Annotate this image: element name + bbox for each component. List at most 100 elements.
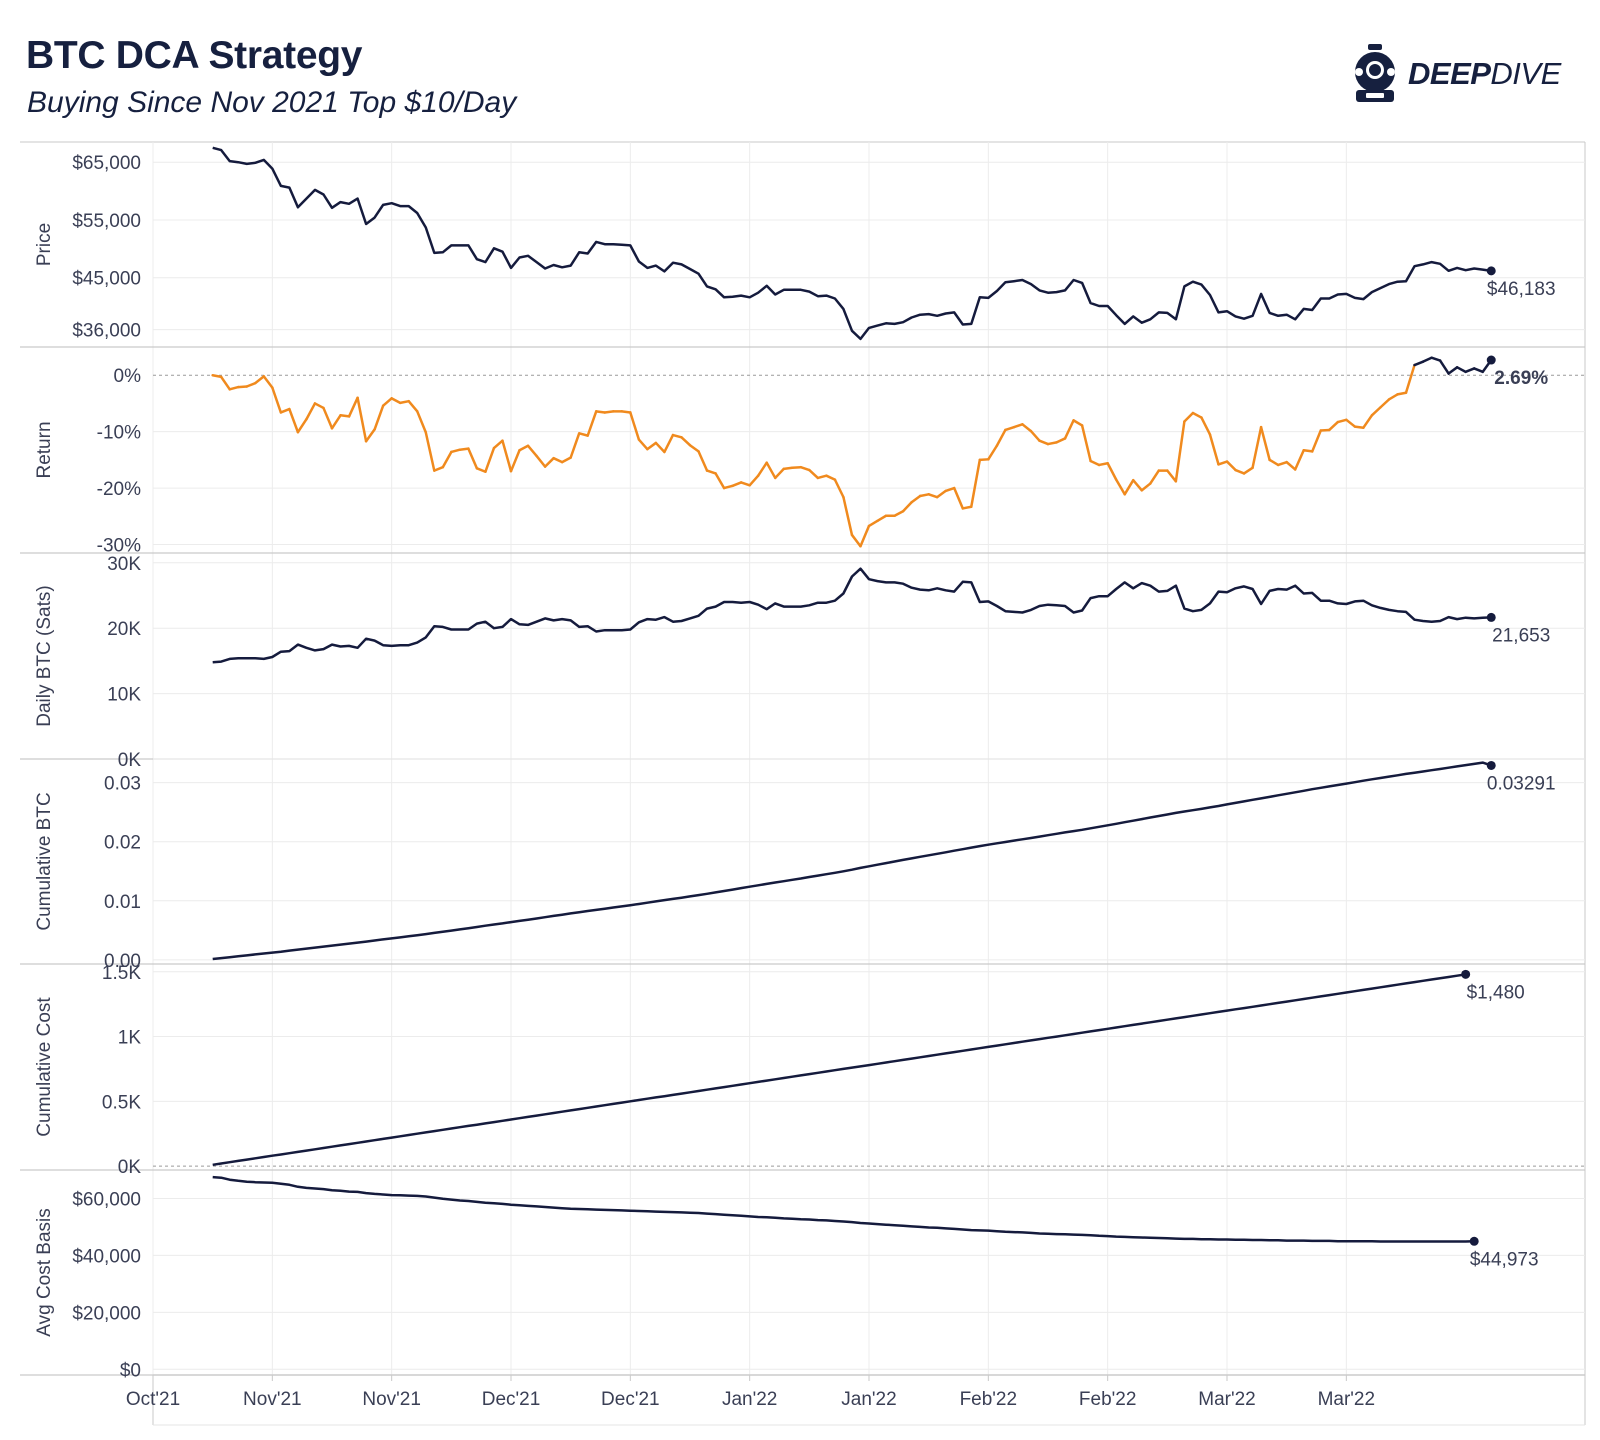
y-tick-label: -10% — [97, 423, 141, 444]
return-line-segment — [1097, 462, 1109, 467]
end-point-marker[interactable] — [1486, 355, 1496, 365]
return-line-segment — [1191, 411, 1203, 419]
return-line-segment — [1472, 367, 1484, 374]
return-line-segment — [987, 444, 999, 461]
return-line-segment — [791, 465, 803, 470]
return-line-segment — [1106, 462, 1118, 481]
return-line-segment — [1404, 363, 1416, 394]
return-line-segment — [1310, 429, 1323, 453]
return-line-segment — [893, 509, 905, 518]
return-line-segment — [415, 410, 428, 434]
return-line-segment — [995, 428, 1007, 448]
return-line-segment — [978, 458, 990, 462]
return-line-segment — [1276, 460, 1288, 467]
return-line-segment — [296, 417, 308, 434]
end-point-marker[interactable] — [1486, 760, 1496, 770]
return-line-segment — [918, 493, 930, 498]
y-axis-title: Return — [34, 421, 55, 478]
return-line-segment — [407, 399, 419, 413]
y-tick-label: 0K — [118, 1157, 142, 1178]
return-line-segment — [756, 461, 768, 477]
return-line-segment — [722, 484, 734, 490]
y-tick-label: -30% — [97, 536, 141, 557]
return-line-segment — [1251, 425, 1263, 470]
return-line-segment — [1387, 393, 1399, 401]
return-line-segment — [219, 375, 231, 391]
return-line-segment — [782, 466, 794, 471]
end-point-marker[interactable] — [1486, 612, 1496, 622]
return-line-segment — [850, 533, 862, 548]
return-line-segment — [859, 524, 871, 548]
return-line-segment — [1114, 478, 1126, 496]
return-line-segment — [1029, 429, 1041, 442]
end-point-marker[interactable] — [1469, 1236, 1479, 1246]
y-tick-label: $0 — [120, 1360, 141, 1381]
y-tick-label: 0.5K — [102, 1092, 141, 1113]
return-line-segment — [475, 467, 487, 473]
return-line-segment — [1302, 449, 1314, 453]
return-line-segment — [501, 439, 513, 473]
return-line-segment — [816, 474, 828, 480]
y-tick-label: 30K — [107, 554, 141, 575]
logo-text-bold: DEEP — [1408, 56, 1491, 91]
return-line-segment — [1217, 460, 1229, 466]
return-line-segment — [603, 410, 615, 414]
return-line-segment — [1183, 411, 1195, 423]
return-line-segment — [339, 414, 351, 418]
return-line-segment — [433, 465, 445, 472]
return-line-segment — [671, 433, 683, 439]
return-line-segment — [952, 486, 965, 510]
return-line-segment — [484, 446, 496, 473]
return-line-segment — [1379, 398, 1391, 409]
chart-subtitle: Buying Since Nov 2021 Top $10/Day — [27, 86, 517, 119]
series-line — [212, 567, 1492, 664]
y-tick-label: $60,000 — [72, 1189, 141, 1210]
return-line-segment — [620, 410, 632, 414]
x-tick-label: Nov'21 — [362, 1389, 421, 1410]
return-line-segment — [271, 386, 283, 414]
return-line-segment — [518, 444, 530, 452]
return-line-segment — [509, 449, 521, 473]
return-line-segment — [569, 432, 581, 459]
return-line-segment — [1370, 406, 1382, 417]
x-tick-label: Jan'22 — [722, 1389, 777, 1410]
end-point-marker[interactable] — [1486, 266, 1496, 276]
y-axis-title: Avg Cost Basis — [34, 1208, 55, 1336]
y-tick-label: 0.01 — [104, 892, 141, 913]
return-line-segment — [1396, 391, 1408, 396]
return-line-segment — [739, 481, 751, 487]
return-line-segment — [961, 505, 973, 510]
return-line-segment — [467, 447, 479, 470]
y-tick-label: 0.00 — [104, 951, 141, 972]
return-line-segment — [322, 406, 334, 430]
return-line-segment — [680, 436, 692, 447]
x-tick-label: Dec'21 — [482, 1389, 541, 1410]
deepdive-logo: DEEPDIVE — [1350, 42, 1590, 108]
return-line-segment — [1174, 420, 1186, 483]
y-axis-title: Price — [34, 223, 55, 266]
return-line-segment — [910, 494, 922, 504]
return-line-segment — [1328, 420, 1340, 432]
return-line-segment — [450, 448, 462, 454]
return-line-segment — [262, 375, 274, 389]
x-tick-label: Feb'22 — [960, 1389, 1018, 1410]
y-tick-label: $55,000 — [72, 211, 141, 232]
end-value-label: $44,973 — [1470, 1249, 1539, 1270]
y-tick-label: 0.02 — [104, 833, 141, 854]
return-line-segment — [1089, 459, 1101, 467]
return-line-segment — [288, 407, 300, 434]
return-line-segment — [1455, 366, 1467, 374]
return-line-segment — [373, 404, 385, 431]
x-tick-label: Dec'21 — [601, 1389, 660, 1410]
end-value-label: 0.03291 — [1487, 773, 1556, 794]
end-point-marker[interactable] — [1461, 969, 1471, 979]
return-line-segment — [1072, 419, 1084, 427]
return-line-segment — [748, 474, 760, 487]
return-line-segment — [867, 519, 879, 528]
return-line-segment — [560, 456, 572, 464]
return-line-segment — [1140, 482, 1152, 492]
return-line-segment — [654, 441, 666, 454]
return-line-segment — [594, 410, 607, 414]
return-line-segment — [688, 443, 700, 453]
return-line-segment — [1021, 423, 1033, 433]
